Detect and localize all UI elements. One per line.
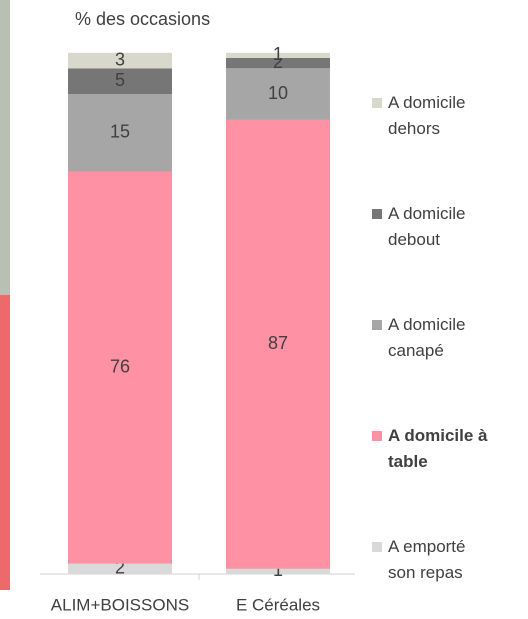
bar-segment: [226, 58, 330, 69]
bar-segment: [68, 68, 172, 95]
value-label: 76: [110, 356, 130, 376]
value-label: 2: [115, 558, 125, 578]
x-tick-label: E Céréales: [236, 595, 320, 614]
legend-swatch: [372, 542, 382, 552]
value-label: 5: [115, 70, 125, 90]
x-tick-label: ALIM+BOISSONS: [51, 595, 189, 614]
bar-segment: [68, 94, 172, 172]
value-label: 3: [115, 49, 125, 69]
bar-segment: [226, 68, 330, 120]
legend-label: A emporté son repas: [388, 537, 466, 582]
value-label: 1: [273, 560, 283, 580]
value-label: 10: [268, 83, 288, 103]
legend-swatch: [372, 98, 382, 108]
legend-label: A domicile à table: [388, 426, 488, 471]
legend-item: A domicile à table: [372, 423, 522, 475]
legend-swatch: [372, 209, 382, 219]
red-strip: [0, 295, 10, 590]
legend-item: A domicile debout: [372, 201, 522, 253]
legend-item: A emporté son repas: [372, 534, 522, 586]
value-label: 15: [110, 122, 130, 142]
bar-segment: [226, 568, 330, 574]
bar-segment: [68, 52, 172, 69]
value-label: 2: [273, 52, 283, 72]
bar-segment: [68, 171, 172, 564]
value-label: 87: [268, 333, 288, 353]
legend-item: A domicile dehors: [372, 90, 522, 142]
legend-item: A domicile canapé: [372, 312, 522, 364]
photo-strip: [0, 0, 10, 295]
bar-segment: [226, 119, 330, 569]
bar-segment: [68, 563, 172, 574]
legend-label: A domicile debout: [388, 204, 466, 249]
bar-segment: [226, 52, 330, 58]
legend-swatch: [372, 320, 382, 330]
chart-title: % des occasions: [75, 9, 210, 29]
legend-swatch: [372, 431, 382, 441]
legend-label: A domicile dehors: [388, 93, 466, 138]
value-label: 1: [273, 44, 283, 64]
legend-label: A domicile canapé: [388, 315, 466, 360]
